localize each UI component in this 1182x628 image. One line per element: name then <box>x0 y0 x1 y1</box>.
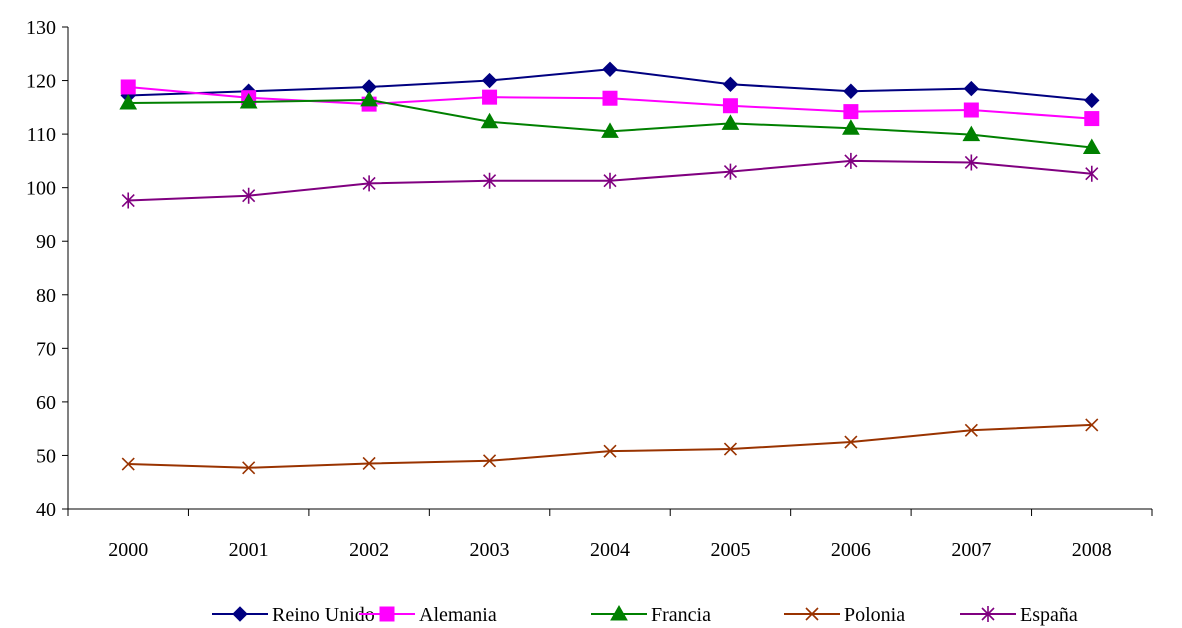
x-tick-label: 2004 <box>590 539 630 561</box>
data-point-francia <box>601 122 619 138</box>
legend-label-reino-unido: Reino Unido <box>272 604 375 626</box>
series-polonia <box>121 418 1099 475</box>
data-point-polonia <box>964 423 978 437</box>
data-point-espana <box>603 172 617 189</box>
legend-label-polonia: Polonia <box>844 604 905 626</box>
x-tick-label: 2001 <box>229 539 269 561</box>
data-point-alemania <box>963 102 979 118</box>
data-point-espana <box>1085 165 1099 182</box>
data-point-espana <box>964 154 978 171</box>
data-point-espana <box>242 187 256 204</box>
y-tick-label: 60 <box>36 392 56 414</box>
data-point-alemania <box>843 104 859 120</box>
y-tick-label: 70 <box>36 338 56 360</box>
data-point-reino-unido <box>843 83 859 99</box>
data-point-alemania <box>1084 111 1100 127</box>
data-point-reino-unido <box>1084 92 1100 109</box>
data-point-reino-unido <box>963 80 980 97</box>
data-point-alemania <box>482 89 498 105</box>
data-point-francia <box>360 90 378 107</box>
legend-item-francia: Francia <box>591 604 711 626</box>
series-line-polonia <box>128 423 1092 469</box>
x-tick-label: 2005 <box>710 539 750 561</box>
x-tick-label: 2008 <box>1072 539 1112 561</box>
legend-item-polonia: Polonia <box>784 604 905 626</box>
legend-item-alemania: Alemania <box>359 604 497 626</box>
x-tick-label: 2000 <box>108 539 148 561</box>
x-tick-label: 2006 <box>831 539 871 561</box>
y-tick-label: 130 <box>26 17 56 39</box>
x-tick-label: 2007 <box>951 539 991 561</box>
data-point-alemania <box>722 98 738 114</box>
legend: Reino Unido Alemania Francia Polonia España <box>212 604 1078 626</box>
data-point-alemania <box>120 79 136 95</box>
series-francia <box>119 90 1101 154</box>
data-point-espana <box>121 192 135 209</box>
legend-marker-reino-unido <box>232 606 248 622</box>
data-point-reino-unido <box>602 61 618 78</box>
y-tick-label: 50 <box>36 445 56 467</box>
data-point-reino-unido <box>481 72 498 89</box>
data-point-polonia <box>723 442 738 456</box>
y-tick-label: 100 <box>26 178 56 200</box>
legend-marker-polonia <box>805 607 819 621</box>
data-point-polonia <box>482 454 497 468</box>
data-point-polonia <box>362 456 376 471</box>
series-alemania <box>120 79 1100 127</box>
legend-marker-espana <box>981 606 995 622</box>
data-point-francia <box>119 94 138 110</box>
data-point-polonia <box>844 435 858 449</box>
axes: 40 50 60 70 80 90 100 110 120 130 2000 2001 2002 2003… <box>26 17 1153 561</box>
series-reino-unido <box>120 61 1100 109</box>
legend-item-espana: España <box>960 604 1078 626</box>
y-tick-label: 80 <box>36 285 56 307</box>
series-espana <box>121 152 1099 209</box>
x-tick-label: 2003 <box>470 539 510 561</box>
data-point-francia <box>721 114 740 130</box>
data-point-polonia <box>121 457 135 471</box>
data-point-espana <box>482 172 497 189</box>
data-point-francia <box>962 125 981 142</box>
data-point-francia <box>842 119 860 135</box>
data-point-espana <box>844 152 858 169</box>
y-tick-label: 110 <box>27 124 56 146</box>
data-point-polonia <box>603 444 617 458</box>
data-point-reino-unido <box>722 76 739 93</box>
legend-item-reino-unido: Reino Unido <box>212 604 375 626</box>
data-point-polonia <box>1085 418 1099 432</box>
data-point-alemania <box>602 90 618 106</box>
y-tick-label: 90 <box>36 231 56 253</box>
data-point-francia <box>480 112 499 129</box>
legend-marker-alemania <box>379 606 395 622</box>
y-tick-label: 40 <box>36 499 56 521</box>
series-group <box>119 61 1101 475</box>
data-point-espana <box>362 175 376 192</box>
legend-label-francia: Francia <box>651 604 711 626</box>
x-tick-label: 2002 <box>349 539 389 561</box>
data-point-polonia <box>242 461 256 475</box>
data-point-francia <box>1082 138 1101 154</box>
data-point-francia <box>239 92 258 109</box>
legend-label-alemania: Alemania <box>419 604 497 626</box>
legend-marker-francia <box>610 604 628 621</box>
y-tick-label: 120 <box>26 71 56 93</box>
data-point-espana <box>723 163 738 180</box>
legend-label-espana: España <box>1020 604 1078 626</box>
